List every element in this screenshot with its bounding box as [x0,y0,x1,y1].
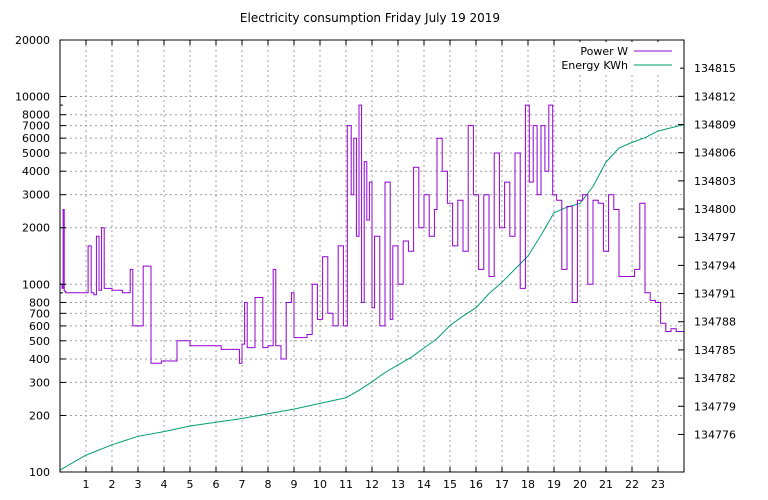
y-right-tick-label: 134776 [694,428,736,441]
x-tick-label: 8 [265,478,272,491]
x-tick-label: 4 [161,478,168,491]
x-tick-label: 23 [651,478,665,491]
x-tick-label: 7 [239,478,246,491]
y-left-tick-label: 20000 [15,34,50,47]
axes: 1 2 3 4 5 6 7 8 9 10 11 12 13 14 15 16 17 18 19 20 21 22 23100… [15,34,736,491]
legend-label-energy: Energy KWh [561,59,628,72]
x-tick-label: 15 [443,478,457,491]
y-right-tick-label: 134797 [694,231,736,244]
y-left-tick-label: 700 [29,307,50,320]
y-left-tick-label: 6000 [22,132,50,145]
x-tick-label: 19 [547,478,561,491]
y-left-tick-label: 10000 [15,91,50,104]
x-tick-label: 1 [83,478,90,491]
y-left-tick-label: 4000 [22,165,50,178]
y-left-tick-label: 400 [29,353,50,366]
energy-series-layer [59,124,685,471]
y-right-tick-label: 134815 [694,62,736,75]
y-right-tick-label: 134803 [694,175,736,188]
y-right-tick-label: 134788 [694,316,736,329]
y-right-tick-label: 134785 [694,344,736,357]
energy-series-line [59,124,685,471]
x-tick-label: 2 [109,478,116,491]
x-tick-label: 17 [495,478,509,491]
y-left-tick-label: 500 [29,335,50,348]
x-tick-label: 22 [625,478,639,491]
y-left-tick-label: 200 [29,409,50,422]
x-tick-label: 3 [135,478,142,491]
x-tick-label: 13 [391,478,405,491]
y-right-tick-label: 134779 [694,400,736,413]
power-series-line [60,104,684,364]
y-right-tick-label: 134806 [694,147,736,160]
y-left-tick-label: 2000 [22,222,50,235]
power-series-layer [60,104,684,364]
x-tick-label: 11 [339,478,353,491]
y-left-tick-label: 800 [29,296,50,309]
legend: Power W Energy KWh [555,42,680,72]
y-left-tick-label: 600 [29,320,50,333]
x-tick-label: 18 [521,478,535,491]
x-tick-label: 21 [599,478,613,491]
y-right-tick-label: 134782 [694,372,736,385]
x-tick-label: 10 [313,478,327,491]
y-right-tick-label: 134794 [694,259,736,272]
x-tick-label: 6 [213,478,220,491]
y-right-tick-label: 134809 [694,119,736,132]
y-left-tick-label: 3000 [22,189,50,202]
y-left-tick-label: 5000 [22,147,50,160]
x-tick-label: 5 [187,478,194,491]
y-left-tick-label: 8000 [22,109,50,122]
y-left-tick-label: 1000 [22,278,50,291]
y-left-tick-label: 7000 [22,120,50,133]
y-left-tick-label: 100 [29,466,50,479]
y-right-tick-label: 134812 [694,90,736,103]
x-tick-label: 20 [573,478,587,491]
y-right-tick-label: 134791 [694,288,736,301]
y-left-tick-label: 300 [29,376,50,389]
x-tick-label: 14 [417,478,431,491]
y-right-tick-label: 134800 [694,203,736,216]
x-tick-label: 9 [291,478,298,491]
x-tick-label: 16 [469,478,483,491]
x-tick-label: 12 [365,478,379,491]
chart-title: Electricity consumption Friday July 19 2… [240,11,500,25]
legend-background [555,42,680,72]
legend-label-power: Power W [580,45,628,58]
